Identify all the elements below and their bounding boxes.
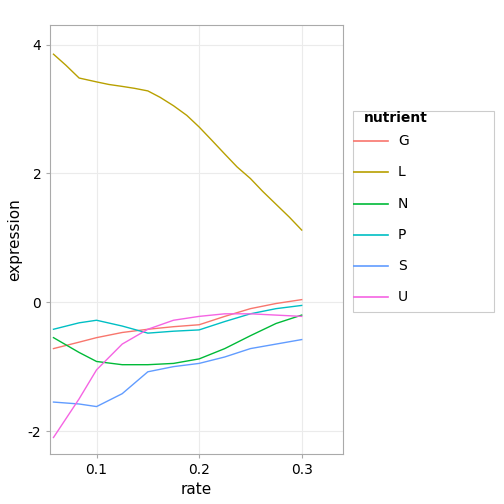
Text: nutrient: nutrient (364, 111, 428, 125)
Text: U: U (398, 290, 408, 304)
X-axis label: rate: rate (181, 482, 212, 497)
Text: G: G (398, 134, 409, 148)
Y-axis label: expression: expression (7, 198, 22, 281)
Text: L: L (398, 165, 406, 179)
Text: S: S (398, 259, 407, 273)
Text: N: N (398, 197, 408, 211)
Text: P: P (398, 228, 406, 242)
